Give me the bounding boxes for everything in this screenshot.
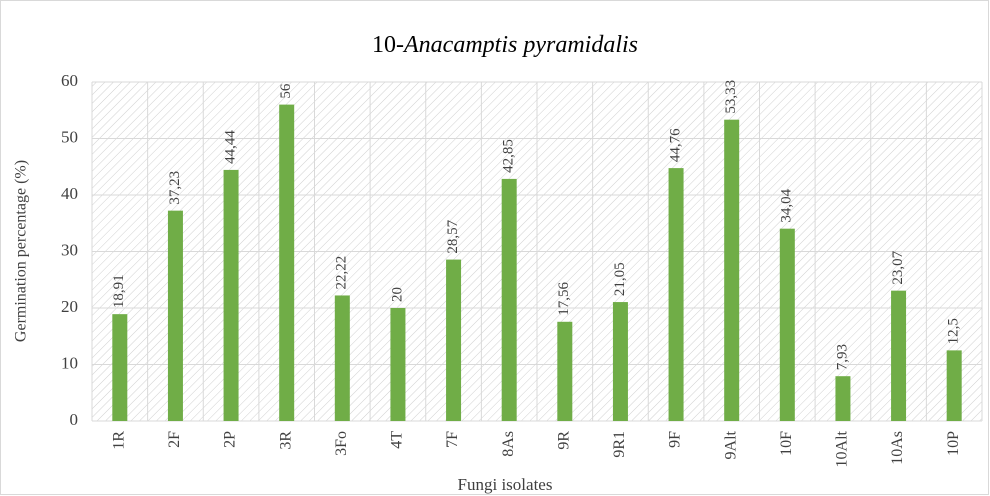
y-tick-label: 0: [70, 410, 79, 429]
bar: [891, 290, 907, 421]
value-label: 53,33: [723, 80, 739, 114]
x-tick-label: 10Alt: [834, 430, 851, 467]
value-label: 18,91: [111, 274, 127, 308]
value-label: 42,85: [501, 139, 517, 173]
bar: [501, 178, 517, 421]
y-axis-label: Germination percentage (%): [13, 160, 30, 342]
bar: [223, 169, 239, 421]
value-label: 34,04: [779, 188, 795, 222]
x-tick-label: 9F: [667, 431, 684, 448]
y-tick-label: 20: [61, 297, 78, 316]
bar: [557, 321, 573, 421]
x-tick-label: 1R: [110, 431, 127, 450]
x-tick-label: 2F: [166, 431, 183, 448]
value-label: 28,57: [445, 219, 461, 253]
bar: [334, 295, 350, 421]
x-tick-label: 7F: [444, 431, 461, 448]
value-label: 23,07: [890, 250, 906, 284]
x-tick-label: 2P: [222, 431, 239, 448]
x-tick-label: 10F: [778, 431, 795, 456]
y-tick-label: 60: [61, 71, 78, 90]
y-tick-label: 40: [61, 184, 78, 203]
x-tick-label: 4T: [389, 431, 406, 449]
x-tick-label: 9R1: [611, 431, 628, 458]
x-tick-label: 3R: [277, 431, 294, 450]
x-tick-label: 8As: [500, 431, 517, 457]
bar: [612, 302, 628, 421]
x-tick-label: 10P: [945, 431, 962, 456]
bar: [167, 210, 183, 421]
bar: [779, 228, 795, 421]
value-label: 21,05: [612, 262, 628, 296]
value-label: 17,56: [556, 282, 572, 316]
bar: [390, 308, 406, 421]
value-label: 12,5: [946, 318, 962, 344]
value-label: 56: [278, 83, 294, 99]
x-tick-label: 10As: [889, 431, 906, 465]
bar: [946, 350, 962, 421]
bar: [112, 314, 128, 421]
y-tick-label: 10: [61, 353, 78, 372]
x-tick-label: 9R: [555, 431, 572, 450]
bar: [279, 104, 295, 421]
x-tick-label: 9Alt: [722, 430, 739, 459]
value-label: 44,76: [668, 128, 684, 162]
value-label: 22,22: [334, 256, 350, 290]
x-tick-label: 3Fo: [333, 431, 350, 456]
bar: [835, 376, 851, 421]
bar: [668, 168, 684, 421]
y-tick-label: 30: [61, 240, 78, 259]
value-label: 7,93: [834, 344, 850, 370]
y-tick-label: 50: [61, 127, 78, 146]
chart-title: 10-Anacamptis pyramidalis: [372, 32, 638, 58]
bar: [446, 259, 462, 421]
value-label: 37,23: [167, 171, 183, 205]
bar: [724, 119, 740, 422]
x-axis-label: Fungi isolates: [458, 475, 553, 494]
value-label: 20: [389, 287, 405, 302]
value-label: 44,44: [223, 130, 239, 164]
